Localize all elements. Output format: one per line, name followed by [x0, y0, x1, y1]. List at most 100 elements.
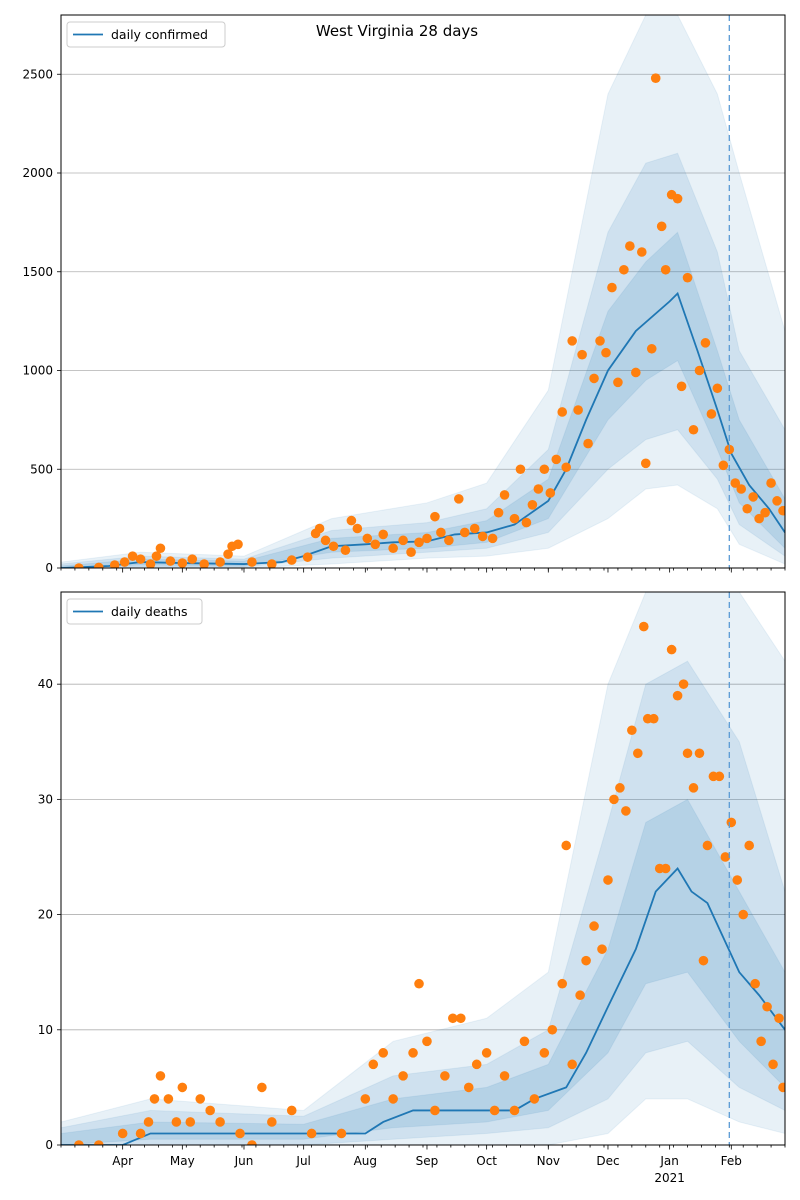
uncertainty-band [61, 798, 785, 1145]
observed-point [656, 221, 667, 232]
y-tick-label: 20 [38, 908, 53, 922]
observed-point [135, 1128, 146, 1139]
observed-point [360, 1094, 371, 1104]
observed-point [688, 783, 699, 793]
observed-point [666, 644, 677, 655]
observed-point [627, 725, 637, 736]
observed-point [199, 559, 210, 568]
observed-point [676, 381, 687, 392]
observed-point [233, 539, 243, 550]
x-year-label: 2021 [654, 1171, 685, 1185]
uncertainty-band [61, 152, 785, 568]
observed-point [509, 513, 520, 524]
observed-point [660, 863, 671, 874]
y-tick-label: 2000 [22, 166, 53, 180]
observed-point [577, 349, 587, 360]
observed-point [74, 563, 84, 568]
observed-point [597, 944, 607, 954]
observed-point [378, 529, 389, 540]
observed-point [720, 852, 731, 862]
y-tick-label: 1000 [22, 364, 53, 378]
observed-point [539, 1048, 550, 1058]
x-tick-label: Jul [295, 1154, 310, 1168]
legend-box [66, 21, 226, 48]
observed-point [187, 554, 198, 564]
observed-point [766, 478, 776, 488]
observed-point [499, 490, 510, 500]
observed-point [638, 621, 649, 632]
observed-point [744, 840, 754, 851]
observed-point [660, 264, 671, 275]
observed-point [352, 523, 363, 534]
observed-point [700, 338, 711, 348]
observed-point [205, 1105, 215, 1116]
observed-point [177, 1082, 188, 1093]
observed-point [772, 496, 782, 506]
observed-point [336, 1128, 347, 1139]
observed-point [603, 875, 613, 885]
observed-point [487, 533, 498, 544]
observed-point [257, 1082, 267, 1093]
chart-title: West Virginia 28 days [316, 22, 478, 40]
observed-point [615, 783, 625, 793]
observed-point [195, 1094, 206, 1104]
observed-point [93, 562, 104, 568]
observed-point [575, 990, 585, 1001]
observed-point [314, 523, 325, 534]
x-tick-label: Nov [537, 1154, 560, 1168]
observed-point [155, 543, 166, 554]
observed-point [738, 909, 749, 920]
observed-point [712, 383, 723, 394]
legend-label: daily deaths [111, 604, 188, 619]
observed-point [430, 1105, 440, 1116]
observed-point [694, 748, 705, 759]
observed-point [440, 1071, 450, 1081]
observed-point [756, 1036, 766, 1047]
observed-point [754, 513, 764, 524]
observed-point [215, 557, 225, 567]
observed-point [177, 558, 188, 568]
observed-point [267, 559, 277, 568]
observed-point [267, 1117, 277, 1127]
observed-point [760, 507, 770, 518]
observed-point [414, 978, 424, 989]
observed-point [581, 955, 591, 966]
observed-point [607, 282, 617, 293]
x-tick-label: Oct [476, 1154, 497, 1168]
model-line [61, 867, 785, 1145]
observed-point [109, 560, 120, 568]
observed-point [489, 1105, 500, 1116]
observed-point [762, 1001, 772, 1012]
observed-point [422, 1036, 432, 1047]
observed-point [589, 921, 599, 931]
observed-point [286, 1105, 297, 1116]
observed-point [688, 424, 699, 435]
observed-point [633, 748, 643, 759]
observed-point [702, 840, 713, 851]
observed-point [706, 409, 717, 419]
observed-point [408, 1048, 418, 1058]
observed-point [698, 955, 709, 966]
observed-point [398, 1071, 408, 1081]
x-tick-label: Feb [721, 1154, 742, 1168]
x-tick-label: Dec [596, 1154, 619, 1168]
observed-point [672, 193, 683, 204]
observed-point [430, 511, 440, 522]
observed-point [557, 978, 568, 989]
observed-point [636, 247, 647, 257]
observed-point [477, 531, 488, 542]
observed-point [573, 405, 583, 415]
y-tick-label: 10 [38, 1023, 53, 1037]
observed-point [682, 272, 693, 283]
x-tick-label: Jun [234, 1154, 254, 1168]
observed-point [444, 535, 454, 546]
observed-point [515, 464, 526, 475]
observed-point [493, 507, 504, 518]
observed-point [778, 1082, 785, 1093]
observed-point [145, 559, 156, 568]
observed-point [750, 978, 760, 989]
observed-point [736, 484, 747, 494]
observed-point [589, 373, 599, 384]
observed-point [742, 503, 753, 514]
observed-point [463, 1082, 474, 1093]
